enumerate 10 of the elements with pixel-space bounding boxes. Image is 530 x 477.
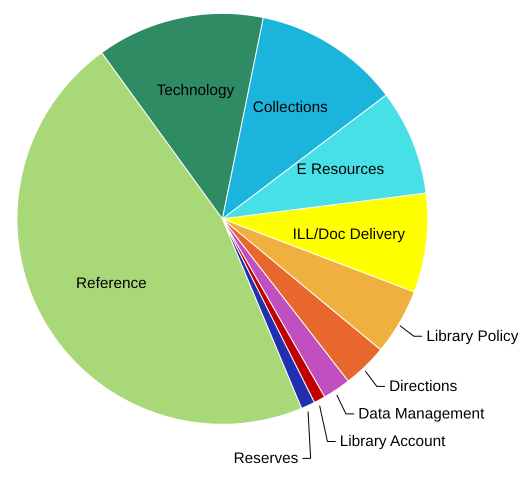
slice-label: Collections xyxy=(252,99,328,116)
slice-label: Library Policy xyxy=(426,328,519,345)
slice-label: Data Management xyxy=(358,405,486,422)
slice-label: Reference xyxy=(76,274,147,292)
slice-label: Reserves xyxy=(234,450,299,467)
slice-label: ILL/Doc Delivery xyxy=(292,226,406,244)
slice-label: Directions xyxy=(389,378,458,395)
slice-label: E Resources xyxy=(296,160,385,178)
slice-label: Library Account xyxy=(340,432,446,450)
slice-label: Technology xyxy=(156,82,234,99)
